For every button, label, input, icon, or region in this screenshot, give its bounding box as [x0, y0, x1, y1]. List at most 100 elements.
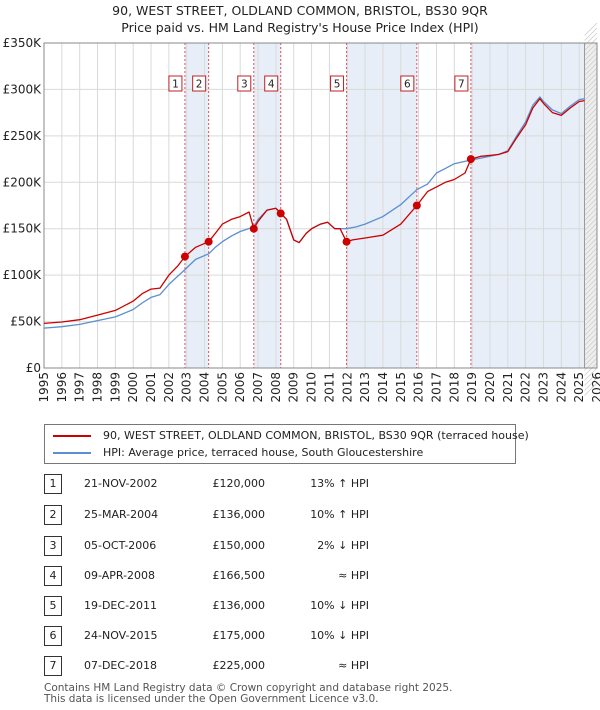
sale-period-band [184, 43, 209, 368]
plot-frame [43, 42, 598, 369]
sale-hpi-diff: ≈ HPI [338, 659, 369, 672]
forecast-hatch [584, 362, 598, 376]
legend: 90, WEST STREET, OLDLAND COMMON, BRISTOL… [44, 424, 529, 464]
footer-licence: This data is licensed under the Open Gov… [44, 693, 379, 705]
x-tick-label: 2025 [572, 372, 586, 403]
forecast-hatch [584, 337, 598, 351]
forecast-hatch [584, 112, 598, 126]
table-row: 5 19-DEC-2011 £136,000 10% ↓ HPI [44, 596, 464, 616]
sale-point [249, 224, 258, 233]
x-tick-label: 1996 [55, 372, 69, 403]
sale-label-text: 3 [241, 79, 248, 91]
x-tick-label: 2006 [233, 372, 247, 403]
forecast-hatch [584, 67, 598, 81]
sale-label-text: 7 [458, 79, 465, 91]
sale-label-text: 5 [334, 79, 341, 91]
forecast-hatch [584, 102, 598, 116]
x-tick-label: 2018 [447, 372, 461, 403]
x-tick-label: 2023 [536, 372, 550, 403]
forecast-region [584, 43, 597, 368]
x-tick-label: 2022 [519, 372, 533, 403]
x-tick-label: 2005 [215, 372, 229, 403]
forecast-hatch [584, 277, 598, 291]
forecast-hatch [584, 182, 598, 196]
forecast-hatch [584, 72, 598, 86]
sale-price: £150,000 [212, 539, 266, 552]
x-tick-label: 2000 [126, 372, 140, 403]
forecast-hatch [584, 327, 598, 341]
footer-copyright: Contains HM Land Registry data © Crown c… [44, 682, 453, 694]
forecast-hatch [584, 192, 598, 206]
forecast-hatch [584, 232, 598, 246]
sale-date: 05-OCT-2006 [84, 539, 157, 552]
legend-hpi-swatch [53, 452, 91, 454]
x-tick-label: 2019 [465, 372, 479, 403]
sale-label-text: 4 [268, 79, 275, 91]
sale-date: 25-MAR-2004 [84, 508, 159, 521]
sale-number: 2 [44, 505, 62, 525]
sale-hpi-diff: 13% ↑ HPI [310, 477, 369, 490]
sale-price: £166,500 [212, 569, 266, 582]
y-tick-label: £100K [3, 268, 43, 282]
forecast-hatch [584, 42, 598, 56]
forecast-hatch [584, 317, 598, 331]
y-tick-label: £200K [3, 175, 43, 189]
forecast-hatch [584, 332, 598, 346]
x-tick-label: 2001 [144, 372, 158, 403]
sale-label-box [400, 75, 415, 92]
forecast-hatch [584, 162, 598, 176]
sale-number: 7 [44, 656, 62, 676]
x-tick-label: 2007 [251, 372, 265, 403]
forecast-hatch [584, 262, 598, 276]
legend-hpi-label: HPI: Average price, terraced house, Sout… [103, 446, 424, 459]
sale-hpi-diff: ≈ HPI [338, 569, 369, 582]
y-tick-label: £250K [3, 129, 43, 143]
forecast-hatch [584, 372, 598, 386]
forecast-hatch [584, 197, 598, 211]
x-tick-label: 2011 [322, 372, 336, 403]
sale-number: 4 [44, 566, 62, 586]
x-tick-label: 2003 [180, 372, 194, 403]
forecast-hatch [584, 52, 598, 66]
sale-label-box [264, 75, 279, 92]
forecast-hatch [584, 287, 598, 301]
forecast-hatch [584, 292, 598, 306]
x-tick-label: 2017 [429, 372, 443, 403]
x-tick-label: 2015 [394, 372, 408, 403]
forecast-hatch [584, 97, 598, 111]
footer: Contains HM Land Registry data © Crown c… [44, 683, 452, 705]
sale-date: 24-NOV-2015 [84, 629, 158, 642]
x-tick-label: 2020 [483, 372, 497, 403]
forecast-hatch [584, 322, 598, 336]
forecast-hatch [584, 92, 598, 106]
x-tick-label: 2014 [376, 372, 390, 403]
forecast-hatch [584, 302, 598, 316]
price-chart: 1 2 3 4 5 6 7 £0 £50K £100K £150K £200K £250K £300K £3… [3, 22, 600, 403]
chart-title: 90, WEST STREET, OLDLAND COMMON, BRISTOL… [112, 3, 488, 18]
table-row: 6 24-NOV-2015 £175,000 10% ↓ HPI [44, 626, 464, 646]
sale-number: 3 [44, 536, 62, 556]
forecast-hatch [584, 87, 598, 101]
sale-hpi-diff: 2% ↓ HPI [317, 539, 369, 552]
forecast-hatch [584, 282, 598, 296]
x-tick-label: 2004 [198, 372, 212, 403]
forecast-hatch [584, 137, 598, 151]
sale-point [276, 209, 285, 218]
sale-label-box [237, 75, 252, 92]
forecast-hatch [584, 122, 598, 136]
x-tick-label: 2024 [554, 372, 568, 403]
x-tick-label: 2016 [412, 372, 426, 403]
price-series-line [43, 98, 585, 325]
sale-date: 09-APR-2008 [84, 569, 156, 582]
forecast-hatch [584, 382, 598, 396]
forecast-hatch [584, 312, 598, 326]
x-tick-label: 1998 [91, 372, 105, 403]
legend-price-swatch [53, 435, 91, 437]
forecast-hatch [584, 142, 598, 156]
forecast-hatch [584, 307, 598, 321]
y-tick-label: £50K [10, 315, 42, 329]
forecast-hatch [584, 127, 598, 141]
sale-label-box [168, 75, 183, 92]
x-tick-label: 1999 [108, 372, 122, 403]
forecast-hatch [584, 217, 598, 231]
